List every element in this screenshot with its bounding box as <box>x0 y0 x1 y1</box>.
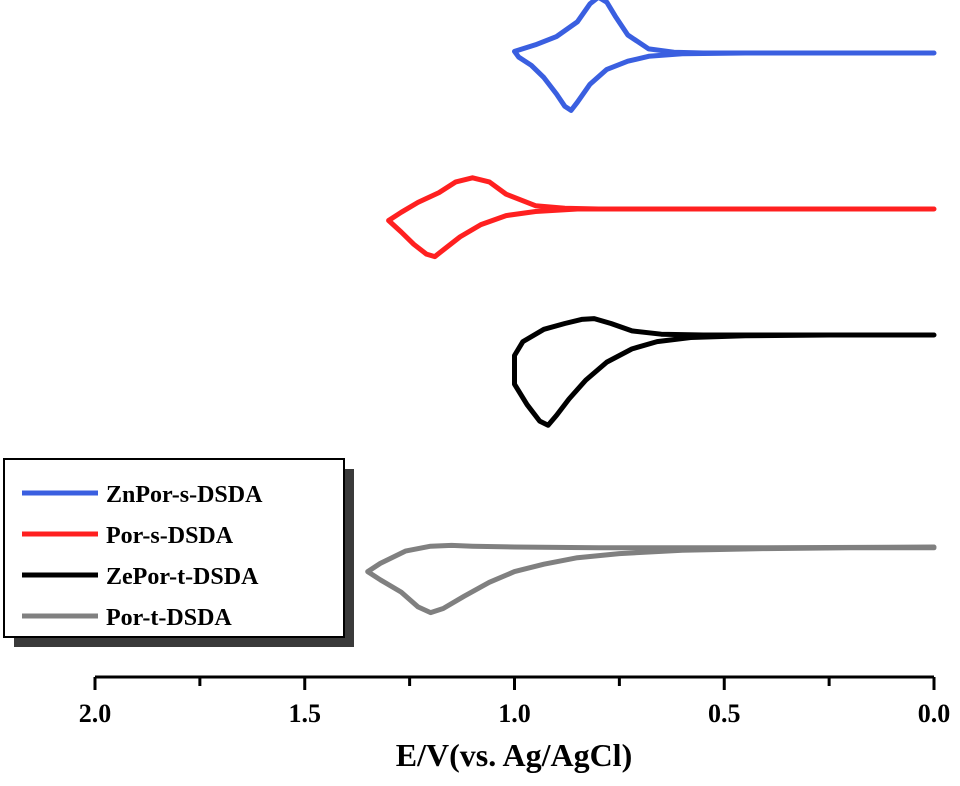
x-tick-label: 1.0 <box>498 699 531 728</box>
legend-label-1: ZnPor-s-DSDA <box>106 482 263 508</box>
legend: ZnPor-s-DSDA Por-s-DSDA ZePor-t-DSDA Por-t-… <box>3 458 354 647</box>
series-line-4 <box>365 542 937 616</box>
legend-label-2: Por-s-DSDA <box>106 523 234 549</box>
plot-area <box>365 0 937 616</box>
x-tick-label: 0.0 <box>918 699 951 728</box>
x-axis-title: E/V(vs. Ag/AgCl) <box>396 737 632 773</box>
x-tick-label: 0.5 <box>708 699 741 728</box>
legend-box <box>3 458 345 638</box>
x-axis: 2.0 1.5 1.0 0.5 0.0 E/V(vs. Ag/AgCl) <box>79 675 951 773</box>
series-line-2 <box>386 175 937 260</box>
x-tick-label: 1.5 <box>289 699 322 728</box>
legend-label-4: Por-t-DSDA <box>106 605 232 631</box>
x-tick-label: 2.0 <box>79 699 112 728</box>
series-line-1 <box>512 0 937 113</box>
series-line-3 <box>512 316 937 428</box>
legend-label-3: ZePor-t-DSDA <box>106 564 259 590</box>
